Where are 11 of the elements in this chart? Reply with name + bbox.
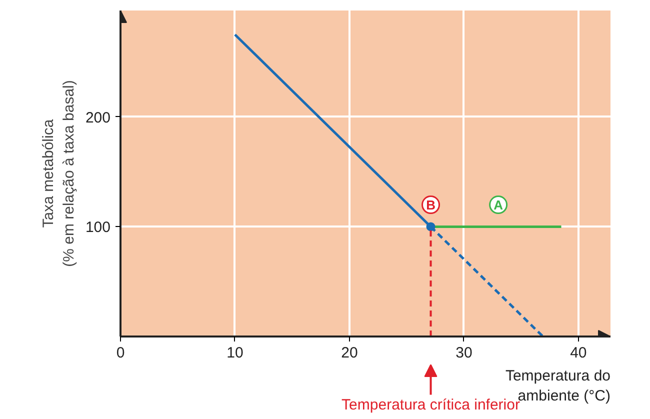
- annotation: B: [426, 197, 436, 212]
- y-tick-label: 200: [85, 109, 111, 126]
- y-tick-label: 100: [85, 219, 111, 236]
- ref-line-label: Temperatura crítica inferior: [342, 396, 520, 414]
- annotation: A: [494, 197, 504, 212]
- x-tick-label: 40: [570, 344, 587, 362]
- x-tick-label: 10: [226, 344, 244, 362]
- x-tick-label: 0: [116, 344, 125, 362]
- x-tick-label: 20: [341, 344, 358, 362]
- x-tick-label: 30: [456, 344, 472, 362]
- y-axis-title: Taxa metabólica (% em relação à taxa basal): [40, 80, 78, 267]
